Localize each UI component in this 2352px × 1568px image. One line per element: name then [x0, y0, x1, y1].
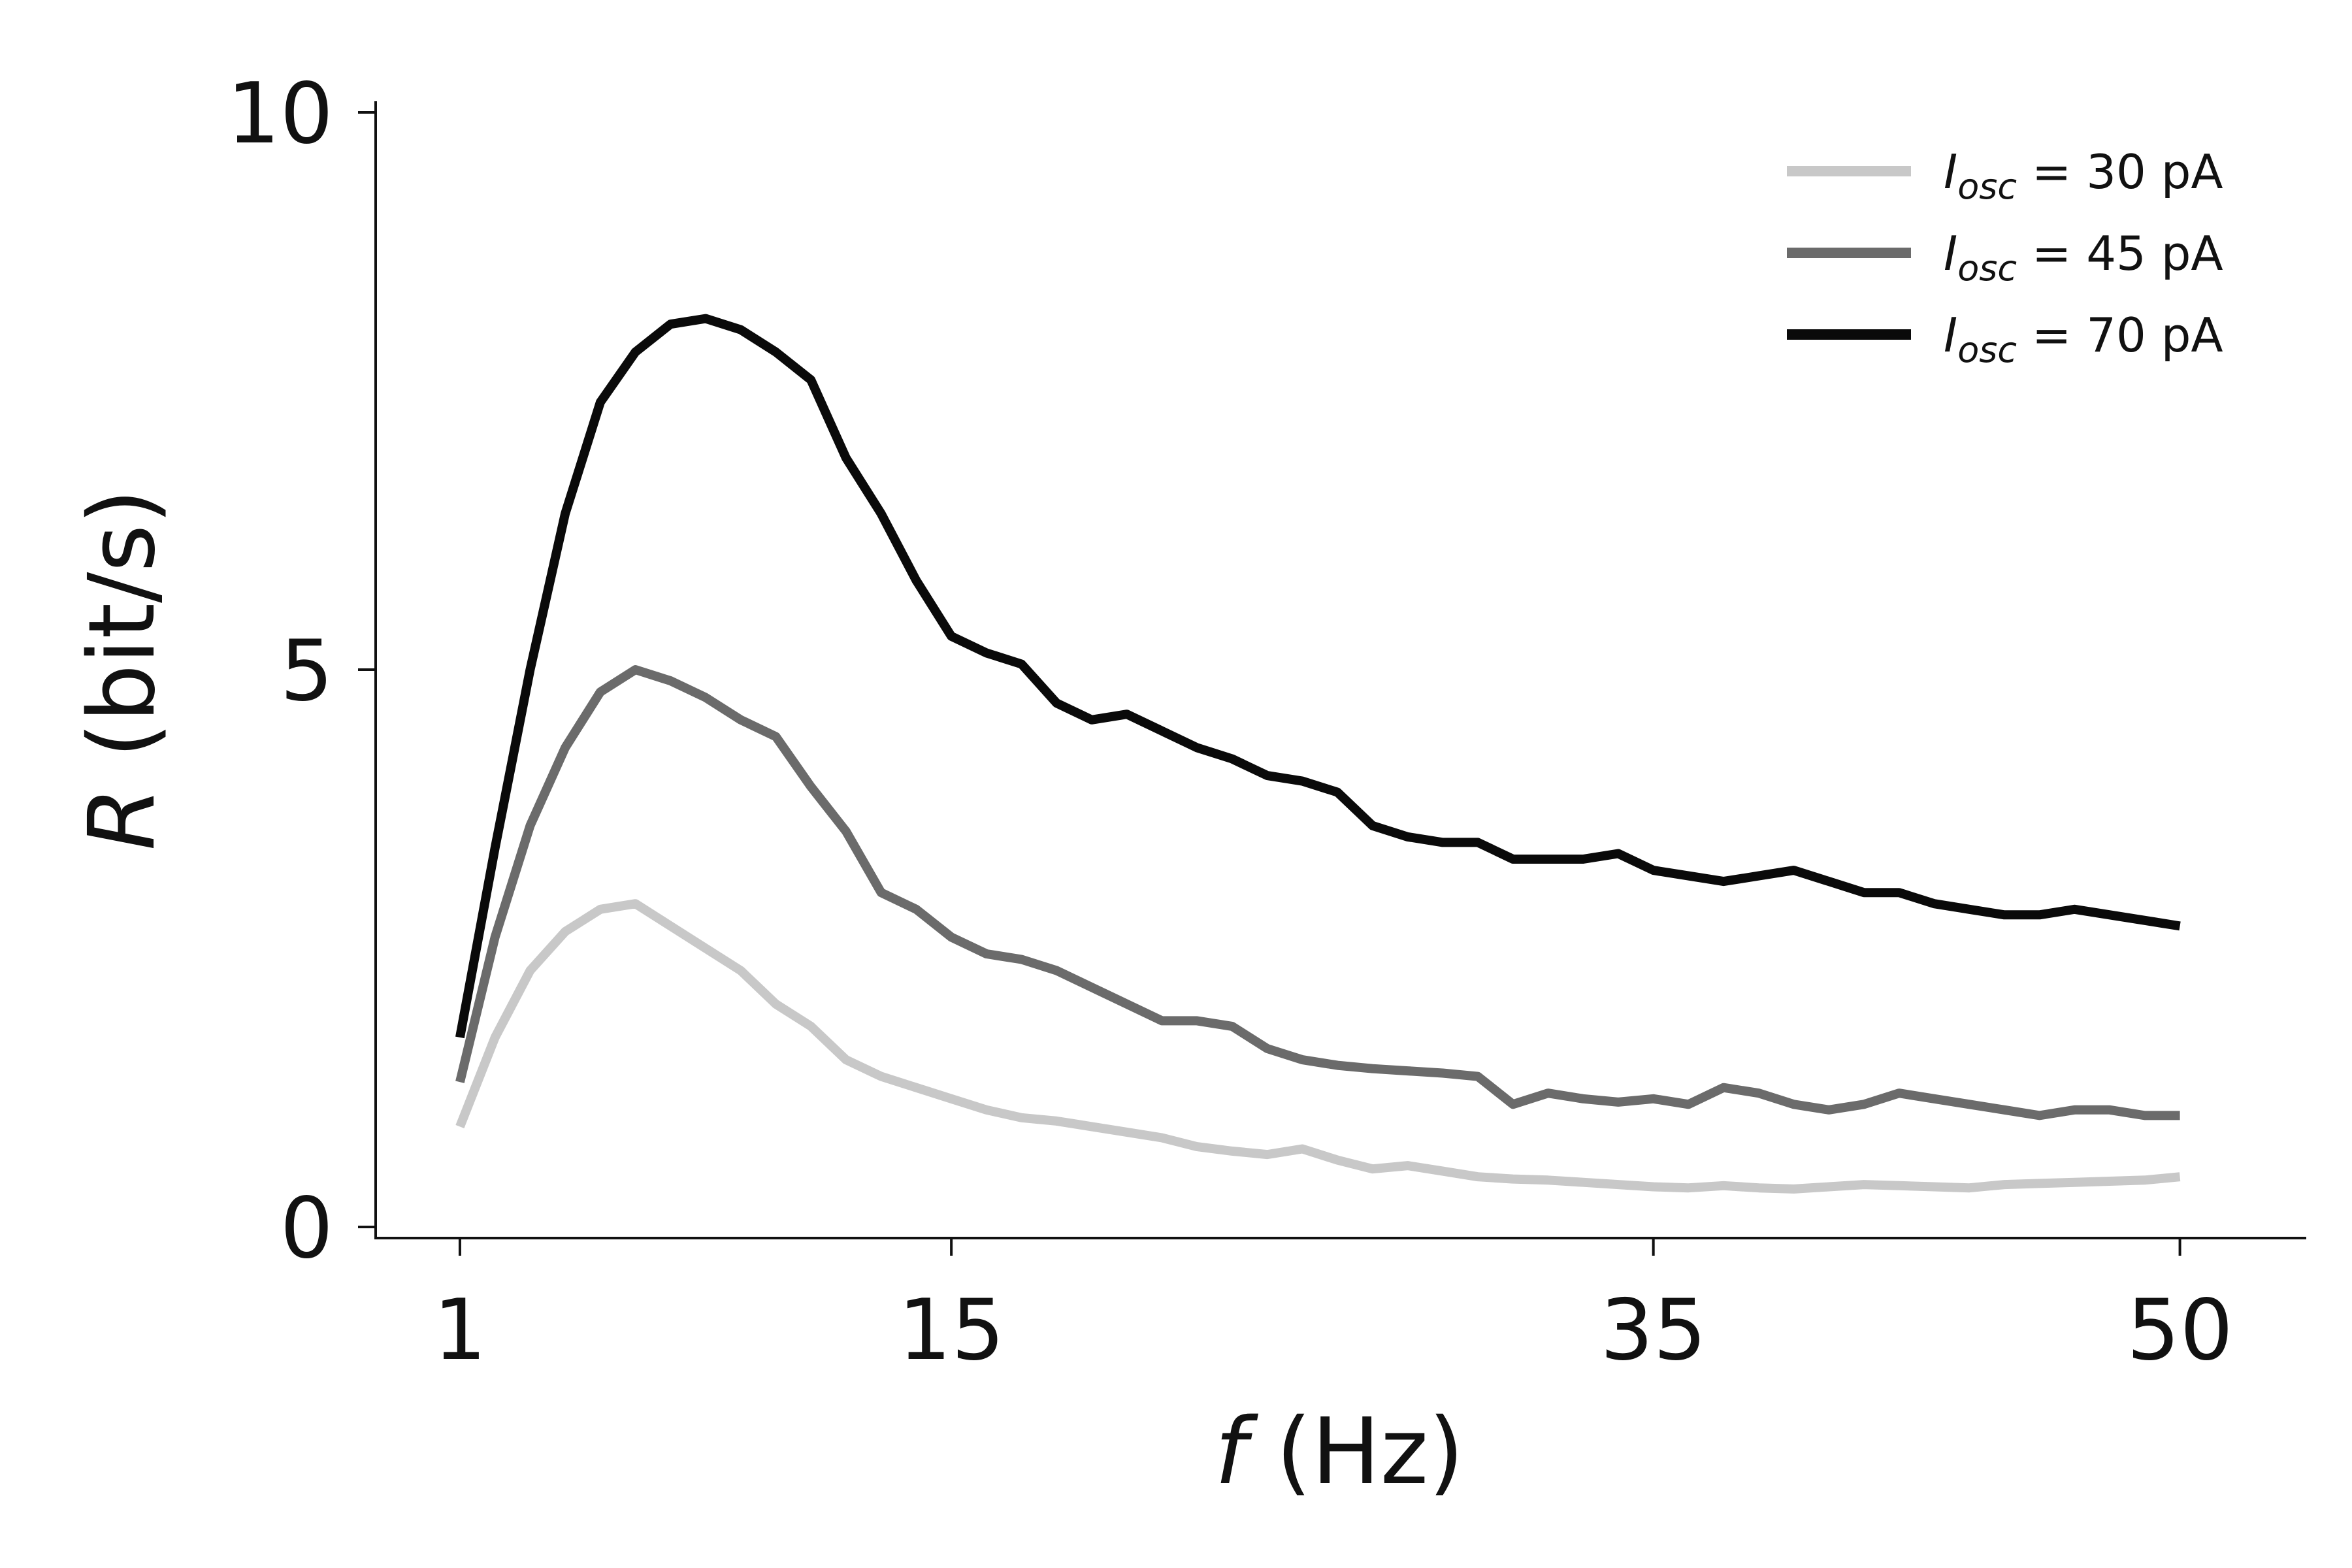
legend-label-3: Iosc = 70 pA: [1944, 308, 2223, 370]
series-line-2: [455, 665, 2180, 1120]
x-tick-label: 1: [433, 1282, 486, 1379]
y-tick-label: 0: [280, 1180, 333, 1277]
legend-label-1: Iosc = 30 pA: [1944, 144, 2223, 207]
x-axis-title: f (Hz): [1215, 1399, 1464, 1505]
x-tick-label: 35: [1600, 1282, 1707, 1379]
ticks: 0 5 10 1 15 35 50: [227, 65, 2233, 1379]
y-tick-label: 10: [227, 65, 333, 163]
legend: Iosc = 30 pA Iosc = 45 pA Iosc = 70 pA: [1787, 144, 2223, 370]
plot-area: [455, 314, 2181, 1194]
y-axis-title: R (bit/s): [69, 489, 176, 851]
x-tick-label: 50: [2127, 1282, 2233, 1379]
y-tick-label: 5: [280, 623, 333, 720]
series-line-3: [455, 314, 2181, 1039]
series-line-1: [455, 899, 2181, 1194]
x-tick-label: 15: [898, 1282, 1005, 1379]
legend-label-2: Iosc = 45 pA: [1944, 226, 2223, 289]
